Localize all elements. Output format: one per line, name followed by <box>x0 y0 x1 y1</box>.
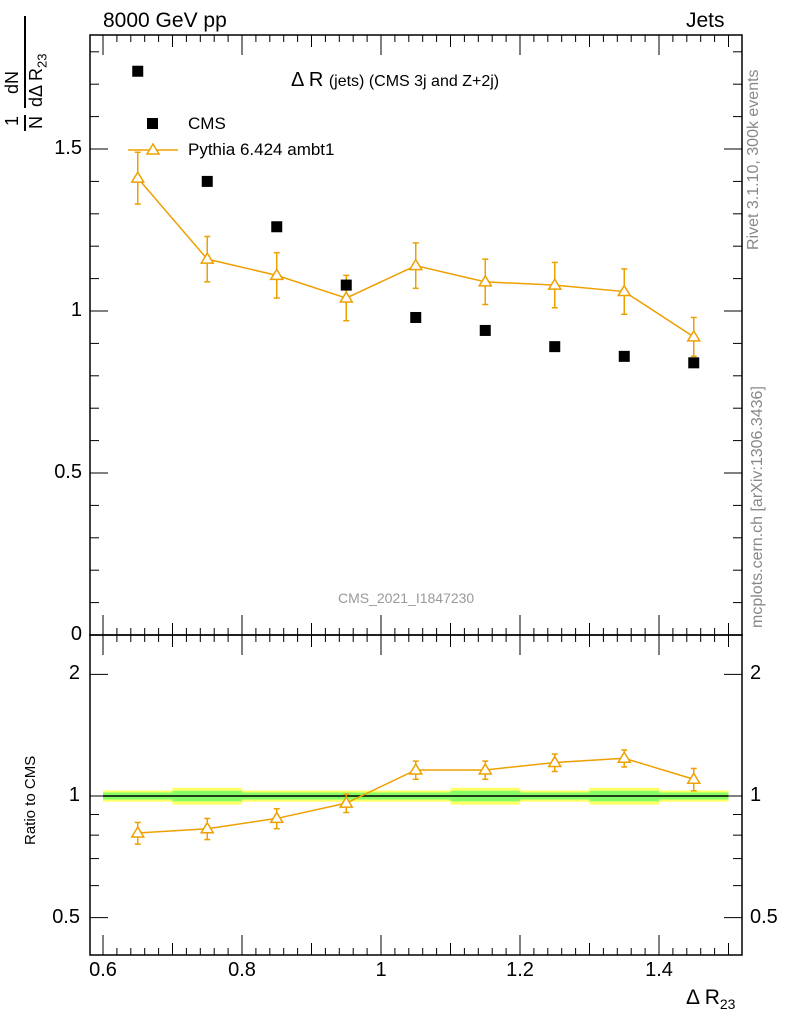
cms-point <box>479 324 491 336</box>
mc-series-layer <box>130 151 702 845</box>
y-label-n: N <box>26 116 46 129</box>
main-y-tick-label: 1 <box>70 299 82 321</box>
ratio-pythia-point <box>547 755 563 768</box>
ratio-pythia-point <box>338 795 354 808</box>
x-tick-label: 1 <box>375 959 387 981</box>
ratio-pythia-point <box>199 821 215 834</box>
y-label-numerator: dN <box>2 70 22 94</box>
plot-title-main: Δ R <box>291 69 324 91</box>
pythia-point <box>338 290 354 303</box>
ratio-y-tick-label: 2 <box>68 662 80 685</box>
x-axis-label: Δ R23 <box>686 986 736 1013</box>
x-tick-label: 1.2 <box>506 959 534 981</box>
cms-point <box>410 311 422 323</box>
cms-point <box>688 357 700 369</box>
axes-layer <box>89 34 743 956</box>
x-tick-label: 0.8 <box>228 959 256 981</box>
ratio-pythia-point <box>477 762 493 775</box>
legend-pythia-marker <box>145 142 161 155</box>
cms-point <box>201 175 213 187</box>
header-category: Jets <box>686 9 725 32</box>
pythia-point <box>199 251 215 264</box>
header-energy: 8000 GeV pp <box>103 9 227 32</box>
ratio-pythia-point <box>616 750 632 764</box>
rivet-version-label: Rivet 3.1.10, 300k events <box>745 69 762 250</box>
ratio-pythia-point <box>408 762 424 775</box>
pythia-point <box>547 277 563 290</box>
ratio-band-layer <box>103 787 729 805</box>
pythia-point <box>408 258 424 271</box>
ratio-pythia-point <box>686 771 702 785</box>
ratio-y-axis-label: Ratio to CMS <box>22 755 39 845</box>
pythia-point <box>686 329 702 342</box>
main-y-axis-label: 1 N dN dΔ R23 <box>2 0 52 134</box>
y-label-one: 1 <box>2 115 22 126</box>
ratio-y-tick-label-right: 1 <box>750 784 762 806</box>
ratio-y-tick-label: 1 <box>68 784 80 806</box>
plot-title: Δ R (jets) (CMS 3j and Z+2j) <box>291 69 499 92</box>
y-label-fraction-bar-1 <box>24 115 26 131</box>
pythia-point <box>477 274 493 287</box>
plot-title-sub: (jets) (CMS 3j and Z+2j) <box>328 73 500 90</box>
cms-series-layer <box>132 65 700 369</box>
legend-cms-label: CMS <box>188 114 226 133</box>
cms-point <box>618 350 630 362</box>
ratio-pythia-point <box>130 825 146 838</box>
mcplots-reference-label: mcplots.cern.ch [arXiv:1306.3436] <box>749 386 766 628</box>
pythia-point <box>130 170 146 183</box>
pythia-point <box>269 267 285 281</box>
legend <box>128 118 178 155</box>
main-y-tick-label: 1.5 <box>54 137 82 159</box>
ratio-y-tick-label: 0.5 <box>52 905 80 928</box>
main-y-tick-label: 0 <box>70 623 82 645</box>
cms-point <box>340 279 352 291</box>
ratio-y-tick-label-right: 0.5 <box>750 905 778 928</box>
main-y-tick-label: 0.5 <box>54 461 82 483</box>
cms-point <box>132 65 144 77</box>
x-tick-label: 1.4 <box>645 959 673 981</box>
cms-point <box>271 221 283 233</box>
legend-cms-marker <box>147 118 158 129</box>
analysis-watermark: CMS_2021_I1847230 <box>338 590 475 606</box>
ratio-y-tick-label-right: 2 <box>750 662 762 685</box>
ratio-pythia-point <box>269 810 285 824</box>
x-tick-label: 0.6 <box>89 959 117 981</box>
cms-point <box>549 341 561 353</box>
y-label-denominator: dΔ R23 <box>26 53 50 107</box>
legend-pythia-label: Pythia 6.424 ambt1 <box>188 140 335 159</box>
y-label-fraction-bar-2 <box>24 16 26 108</box>
ratio-panel-frame <box>89 634 743 956</box>
pythia-point <box>616 284 632 297</box>
